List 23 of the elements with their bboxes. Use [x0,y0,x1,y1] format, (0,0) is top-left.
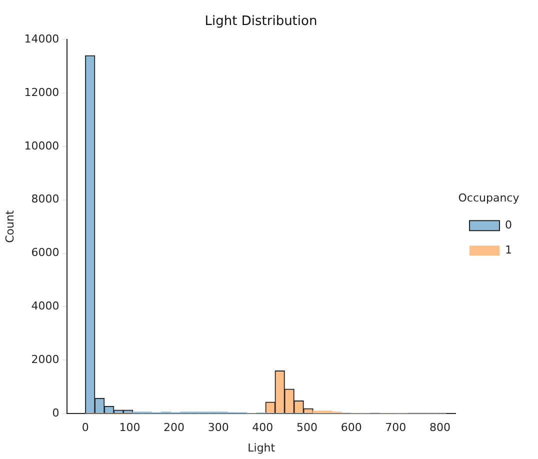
x-tick-label: 100 [119,421,140,434]
y-tick-label: 0 [52,406,60,420]
y-tick-label: 2000 [31,353,60,366]
x-axis-title: Light [248,441,276,454]
x-tick-label: 300 [208,421,229,434]
x-tick-label: 400 [252,421,274,434]
y-tick-label: 10000 [24,139,60,152]
y-tick-label: 14000 [24,32,60,46]
x-tick-label: 600 [340,421,362,434]
y-tick-label: 12000 [24,86,60,99]
legend-label: 0 [505,218,512,232]
x-tick-label: 0 [82,421,89,434]
x-tick-label: 500 [296,421,318,434]
legend-title: Occupancy [458,191,520,204]
y-tick-label: 8000 [31,192,60,206]
x-tick-label: 800 [429,421,450,434]
y-tick-label: 6000 [31,246,60,260]
y-tick-label: 4000 [31,300,60,313]
y-axis-title: Count [3,210,16,243]
x-tick-label: 200 [164,421,185,434]
legend-label: 1 [505,243,512,256]
x-tick-label: 700 [385,421,406,434]
chart-title: Light Distribution [204,14,318,30]
